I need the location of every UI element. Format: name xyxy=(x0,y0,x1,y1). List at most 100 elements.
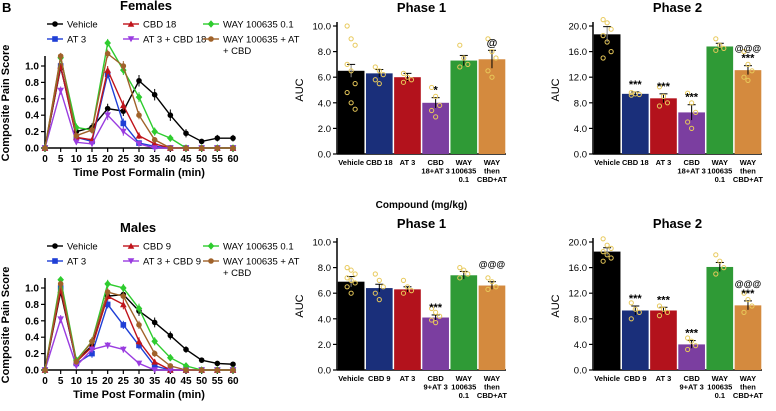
x-tick-label: 20 xyxy=(102,376,114,387)
data-point xyxy=(741,309,747,315)
data-point xyxy=(120,108,127,114)
x-tick-label: WAY xyxy=(484,374,500,383)
bar xyxy=(478,285,506,370)
data-point xyxy=(656,313,663,319)
data-point xyxy=(344,89,350,96)
data-point xyxy=(167,112,174,118)
legend-marker xyxy=(52,243,58,249)
data-point xyxy=(167,353,174,362)
data-point xyxy=(214,367,221,373)
x-tick-label: 15 xyxy=(86,376,98,387)
data-point xyxy=(485,36,491,42)
data-point xyxy=(408,77,415,83)
x-tick-label: WAY xyxy=(740,158,756,167)
data-point xyxy=(408,288,415,294)
data-point xyxy=(73,139,80,146)
chart-title: Phase 2 xyxy=(653,0,702,15)
data-point xyxy=(198,357,205,363)
y-tick-label: 10.0 xyxy=(313,22,332,33)
data-point xyxy=(167,145,174,151)
data-point xyxy=(745,77,751,84)
data-point xyxy=(151,358,158,365)
data-point xyxy=(230,135,236,141)
data-point xyxy=(685,346,691,353)
significance-label: @@@ xyxy=(735,44,762,54)
significance-label: *** xyxy=(657,294,671,306)
x-tick-label: Vehicle xyxy=(338,374,364,383)
data-point xyxy=(376,277,382,283)
bar xyxy=(337,281,365,370)
legend-marker xyxy=(207,242,215,250)
data-point xyxy=(628,316,634,322)
legend-label: WAY 100635 + AT xyxy=(223,35,300,46)
line-chart-females: Females 0.0 0.2 0.4 0.6 0.8 1.0 0 5 10 15 20 25 30 35 4… xyxy=(0,0,300,179)
data-point xyxy=(151,91,158,98)
y-axis-label: Composite Pain Score xyxy=(0,267,12,384)
data-point xyxy=(376,68,382,74)
y-tick-label: 8.0 xyxy=(574,98,587,109)
x-tick-label: CBD xyxy=(428,158,445,167)
x-axis-label: Time Post Formalin (min) xyxy=(73,167,205,179)
y-tick-label: 0.0 xyxy=(25,144,39,155)
y-tick-label: 4.0 xyxy=(318,314,331,325)
data-point xyxy=(151,319,158,326)
data-point xyxy=(42,367,48,373)
data-point xyxy=(485,275,491,281)
data-point xyxy=(433,114,439,120)
y-axis-label: AUC xyxy=(294,78,306,101)
significance-label: * xyxy=(433,85,438,97)
legend-label: CBD 18 xyxy=(143,20,176,31)
data-point xyxy=(120,293,127,300)
data-point xyxy=(348,100,354,106)
bar xyxy=(450,275,478,370)
bar xyxy=(734,70,762,154)
data-point xyxy=(721,265,727,271)
data-point xyxy=(230,145,236,151)
data-point xyxy=(104,66,111,73)
x-tick-label: WAY xyxy=(456,158,472,167)
x-tick-label: 0.1 xyxy=(715,175,725,184)
data-point xyxy=(608,245,614,251)
data-point xyxy=(104,342,111,349)
bar xyxy=(621,310,649,370)
data-point xyxy=(660,93,667,100)
x-tick-label: WAY xyxy=(740,374,756,383)
panel-letter: B xyxy=(2,0,11,15)
x-tick-label: AT 3 xyxy=(656,374,672,383)
data-point xyxy=(135,338,143,345)
data-point xyxy=(104,105,111,112)
data-point xyxy=(120,284,127,292)
bar xyxy=(706,46,734,155)
data-point xyxy=(433,93,439,100)
x-tick-label: 55 xyxy=(212,376,224,387)
y-tick-label: 0.0 xyxy=(318,366,331,377)
legend-marker xyxy=(208,36,214,42)
data-point xyxy=(182,362,190,370)
legend-label: CBD 9 xyxy=(143,242,171,253)
data-point xyxy=(429,84,435,91)
data-point xyxy=(183,346,189,353)
bar xyxy=(478,59,506,154)
data-point xyxy=(151,137,158,143)
x-tick-label: 0 xyxy=(42,154,48,165)
x-tick-label: 100635 xyxy=(451,383,476,392)
data-point xyxy=(214,135,221,141)
data-point xyxy=(604,20,610,26)
x-tick-label: 40 xyxy=(165,154,177,165)
y-tick-label: 6.0 xyxy=(318,289,331,300)
y-axis-label: AUC xyxy=(550,294,562,317)
chart-title: Phase 2 xyxy=(653,216,702,231)
x-tick-label: CBD+AT xyxy=(477,175,507,184)
data-point xyxy=(120,128,127,135)
significance-label: @@@ xyxy=(735,279,762,289)
data-point xyxy=(136,112,142,118)
y-tick-label: 8.0 xyxy=(318,47,331,58)
legend-label: + CBD xyxy=(223,268,251,279)
data-point xyxy=(433,320,439,326)
x-tick-label: 60 xyxy=(227,154,239,165)
data-point xyxy=(104,50,111,57)
significance-label: *** xyxy=(742,53,756,65)
legend-marker xyxy=(52,21,58,27)
data-point xyxy=(628,300,634,306)
y-tick-label: 0.6 xyxy=(25,94,39,105)
